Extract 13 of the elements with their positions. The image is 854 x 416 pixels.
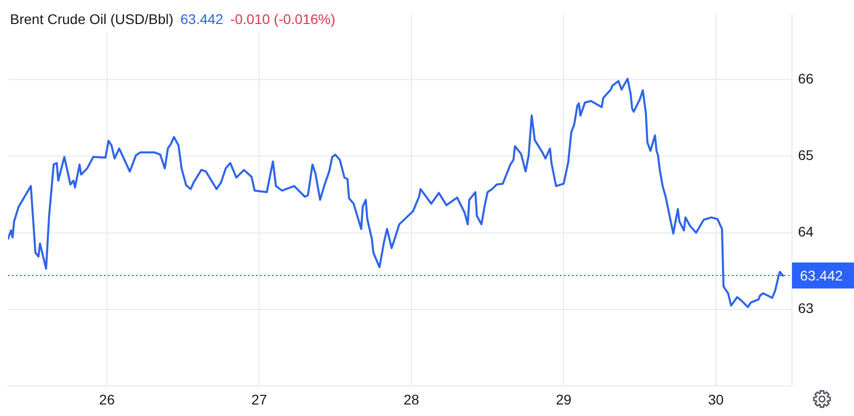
ref-line-label: 63.442 xyxy=(800,267,844,284)
x-tick-label: 29 xyxy=(556,391,572,408)
y-tick-label: 63 xyxy=(798,300,814,316)
x-tick-label: 26 xyxy=(99,391,115,408)
chart-title: Brent Crude Oil (USD/Bbl) xyxy=(10,10,174,27)
y-tick-label: 64 xyxy=(798,224,814,240)
y-tick-label: 65 xyxy=(798,147,814,164)
x-tick-label: 27 xyxy=(251,391,268,408)
annotation: -0.010 (-0.016%) xyxy=(230,10,336,27)
x-tick-label: 30 xyxy=(708,391,724,408)
annotation: 63.442 xyxy=(180,10,224,27)
x-tick-label: 28 xyxy=(404,391,420,408)
y-tick-label: 66 xyxy=(798,70,814,86)
